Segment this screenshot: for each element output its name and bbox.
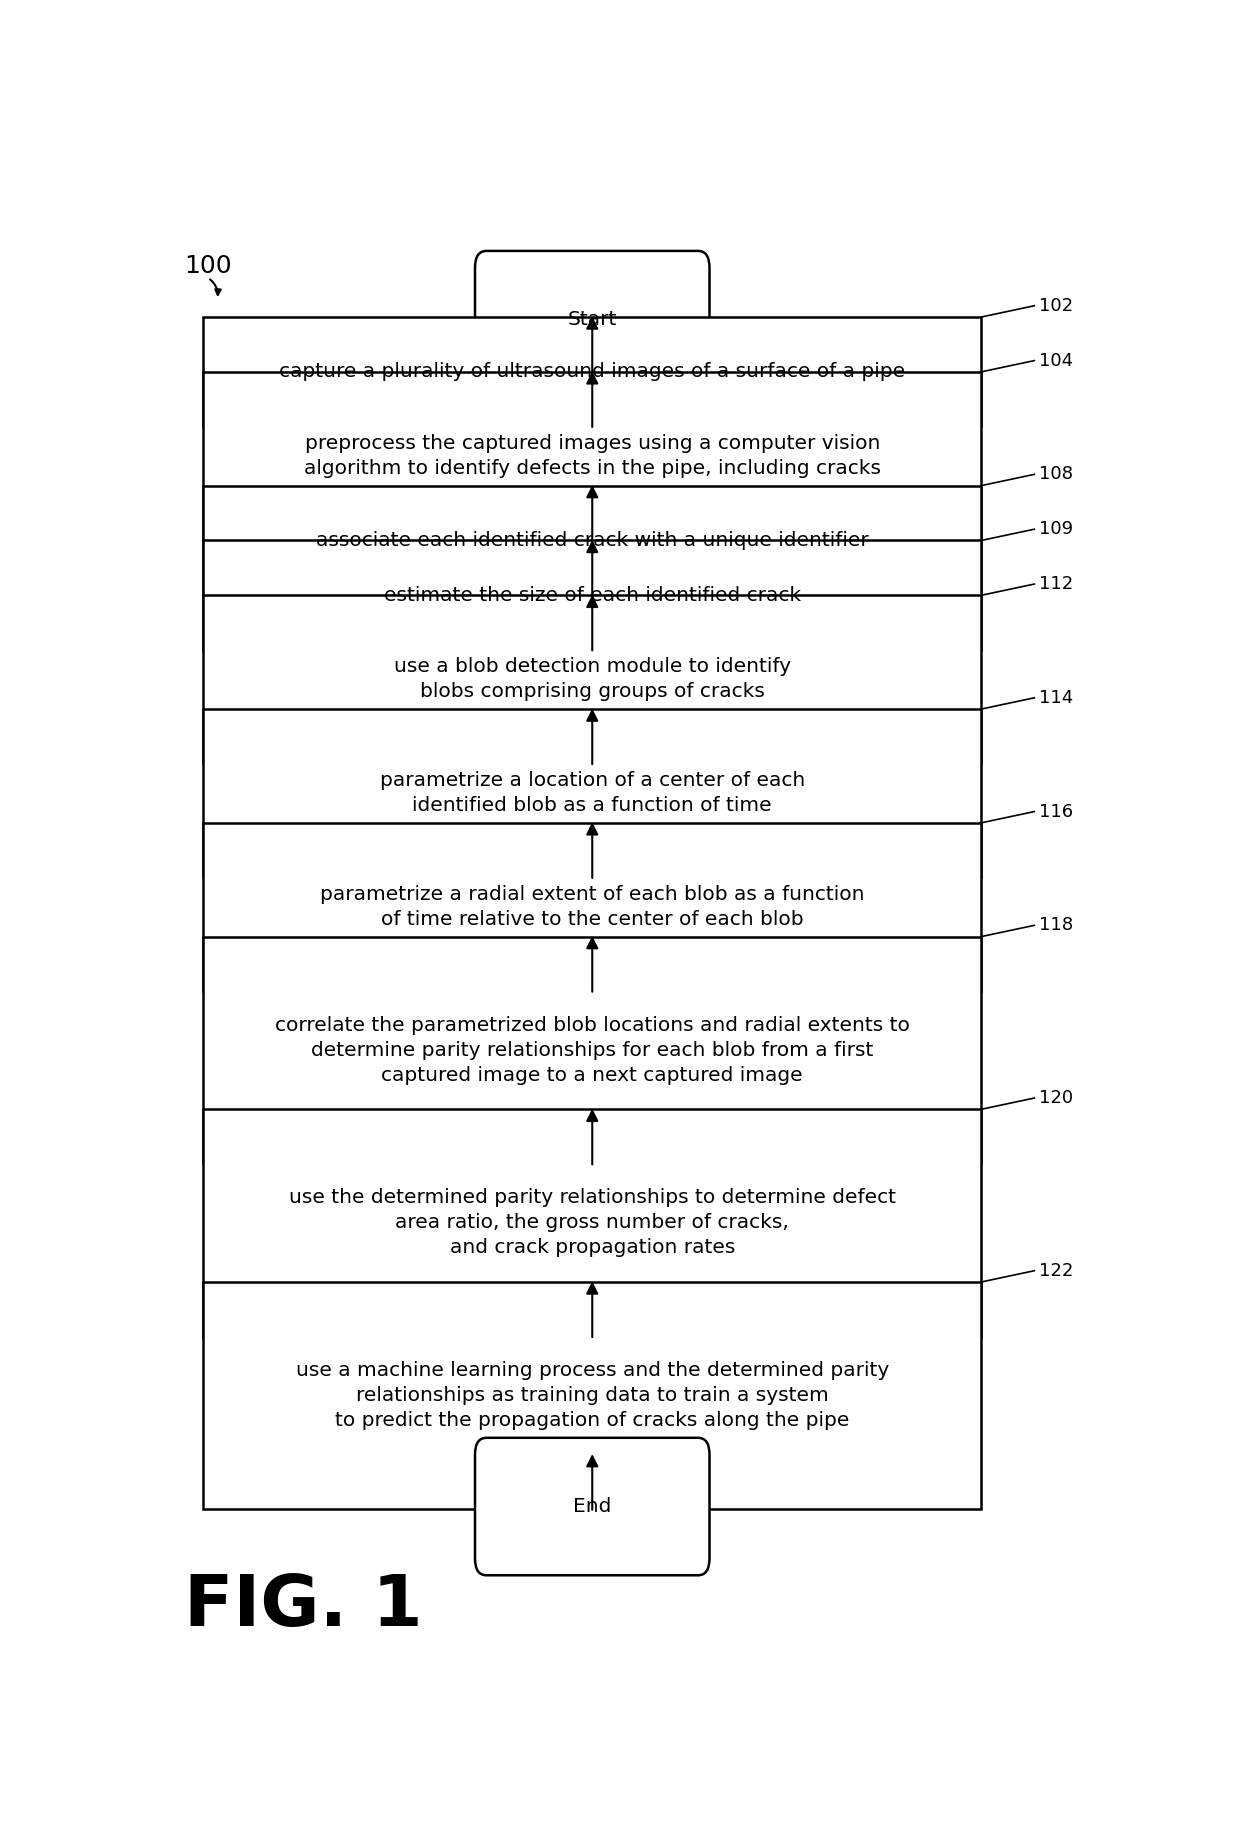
Bar <box>203 317 982 426</box>
Text: associate each identified crack with a unique identifier: associate each identified crack with a u… <box>316 530 869 550</box>
Bar <box>203 937 982 1164</box>
Bar <box>203 824 982 991</box>
FancyBboxPatch shape <box>475 1438 709 1576</box>
Text: use a blob detection module to identify
blobs comprising groups of cracks: use a blob detection module to identify … <box>394 658 791 701</box>
Text: 116: 116 <box>1039 802 1074 820</box>
Text: correlate the parametrized blob locations and radial extents to
determine parity: correlate the parametrized blob location… <box>275 1015 910 1084</box>
Text: 104: 104 <box>1039 352 1074 370</box>
Text: 114: 114 <box>1039 689 1074 707</box>
Bar <box>203 541 982 650</box>
Text: parametrize a location of a center of each
identified blob as a function of time: parametrize a location of a center of ea… <box>379 771 805 814</box>
Bar <box>203 709 982 878</box>
Text: preprocess the captured images using a computer vision
algorithm to identify def: preprocess the captured images using a c… <box>304 434 880 477</box>
Text: 122: 122 <box>1039 1261 1074 1279</box>
Text: use a machine learning process and the determined parity
relationships as traini: use a machine learning process and the d… <box>295 1361 889 1430</box>
Text: Start: Start <box>568 310 618 330</box>
Bar <box>203 1110 982 1337</box>
FancyBboxPatch shape <box>475 251 709 388</box>
FancyArrowPatch shape <box>210 279 221 295</box>
Text: 102: 102 <box>1039 297 1074 315</box>
Bar <box>203 372 982 539</box>
Text: 108: 108 <box>1039 465 1073 483</box>
Bar <box>203 486 982 596</box>
Text: capture a plurality of ultrasound images of a surface of a pipe: capture a plurality of ultrasound images… <box>279 363 905 381</box>
Text: 112: 112 <box>1039 576 1074 592</box>
Text: FIG. 1: FIG. 1 <box>184 1572 423 1642</box>
Text: End: End <box>573 1498 611 1516</box>
Text: 109: 109 <box>1039 521 1074 537</box>
Text: estimate the size of each identified crack: estimate the size of each identified cra… <box>383 585 801 605</box>
Text: use the determined parity relationships to determine defect
area ratio, the gros: use the determined parity relationships … <box>289 1188 895 1257</box>
Text: 100: 100 <box>184 253 232 277</box>
Bar <box>203 596 982 763</box>
Bar <box>203 1283 982 1509</box>
Text: parametrize a radial extent of each blob as a function
of time relative to the c: parametrize a radial extent of each blob… <box>320 885 864 929</box>
Text: 120: 120 <box>1039 1090 1074 1108</box>
Text: 118: 118 <box>1039 916 1074 935</box>
